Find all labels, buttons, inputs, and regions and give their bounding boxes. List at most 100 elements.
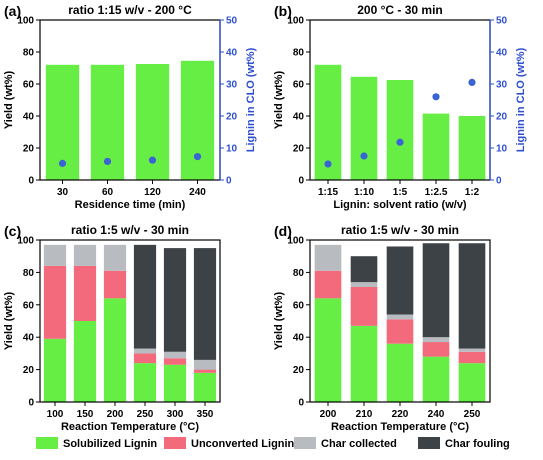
- y-axis-label: Yield (wt%): [3, 71, 15, 130]
- x-axis-label: Residence time (min): [75, 199, 186, 211]
- x-tick-label: 240: [428, 409, 445, 420]
- right-y-tick-label: 20: [496, 112, 508, 123]
- y-tick-label: 0: [28, 176, 34, 187]
- bar-segment: [193, 369, 217, 373]
- y-tick-label: 20: [23, 144, 35, 155]
- legend-item: Solubilized Lignin: [36, 437, 157, 450]
- bar-segment: [133, 363, 157, 402]
- x-tick-label: 350: [197, 409, 214, 420]
- right-axis-label: Lignin in CLO (wt%): [245, 47, 257, 152]
- y-tick-label: 100: [17, 16, 34, 27]
- chart-title: 200 °C - 30 min: [357, 3, 443, 17]
- bar-segment: [163, 364, 187, 402]
- y-tick-label: 40: [293, 333, 305, 344]
- right-y-tick-label: 40: [226, 48, 238, 59]
- bar-segment: [193, 359, 217, 370]
- bar-segment: [422, 342, 450, 357]
- bar-segment: [350, 282, 378, 287]
- bar-segment: [103, 298, 127, 402]
- legend-item: Char fouling: [418, 437, 510, 450]
- bar-segment: [43, 244, 67, 266]
- y-tick-label: 40: [23, 333, 35, 344]
- panel-label: (d): [274, 223, 292, 239]
- bar-segment: [43, 265, 67, 339]
- bar-segment: [43, 338, 67, 402]
- right-y-tick-label: 50: [496, 16, 508, 27]
- bar-segment: [314, 270, 342, 299]
- bar-segment: [386, 343, 414, 402]
- right-y-tick-label: 0: [226, 176, 232, 187]
- bar-segment: [350, 256, 378, 283]
- x-tick-label: 30: [57, 187, 69, 198]
- legend-label: Char fouling: [445, 438, 510, 450]
- bar-segment: [163, 248, 187, 352]
- legend-label: Unconverted Lignin: [191, 438, 295, 450]
- x-tick-label: 1:2.5: [425, 187, 448, 198]
- bar-segment: [133, 348, 157, 354]
- legend: Solubilized Lignin Unconverted Lignin Char…: [36, 437, 510, 450]
- x-tick-label: 300: [167, 409, 184, 420]
- x-tick-label: 1:10: [354, 187, 374, 198]
- bar-segment: [386, 246, 414, 315]
- legend-swatch: [36, 437, 58, 449]
- legend-label: Solubilized Lignin: [63, 438, 157, 450]
- bar-segment: [103, 244, 127, 271]
- x-axis-label: Reaction Temperature (°C): [331, 421, 469, 433]
- y-tick-label: 20: [23, 365, 35, 376]
- y-tick-label: 20: [293, 144, 305, 155]
- chart-title: ratio 1:5 w/v - 30 min: [71, 223, 189, 237]
- bar-segment: [133, 244, 157, 349]
- y-tick-label: 100: [17, 236, 34, 247]
- x-tick-label: 220: [392, 409, 409, 420]
- y-tick-label: 20: [293, 365, 305, 376]
- y-axis-label: Yield (wt%): [273, 71, 285, 130]
- bar-segment: [314, 244, 342, 271]
- x-tick-label: 250: [464, 409, 481, 420]
- x-tick-label: 1:5: [393, 187, 408, 198]
- y-tick-label: 80: [293, 48, 305, 59]
- panel-label: (b): [274, 3, 292, 19]
- bar-segment: [350, 286, 378, 326]
- bar-segment: [458, 348, 486, 352]
- y-tick-label: 60: [293, 80, 305, 91]
- x-tick-label: 150: [77, 409, 94, 420]
- x-tick-label: 210: [356, 409, 373, 420]
- data-point: [324, 160, 332, 168]
- bar-segment: [422, 356, 450, 402]
- panel-label: (a): [4, 3, 21, 19]
- bar-segment: [458, 243, 486, 349]
- y-axis-label: Yield (wt%): [273, 292, 285, 351]
- data-point: [432, 93, 440, 101]
- chart-title: ratio 1:15 w/v - 200 °C: [68, 3, 192, 17]
- bar: [350, 76, 378, 180]
- panel-b: 0 20 40 60 80 100 0 10 20 30 40 50 Lignin in CLO (wt…: [273, 3, 527, 211]
- data-point: [193, 153, 202, 161]
- bar-segment: [73, 244, 97, 266]
- right-axis-label: Lignin in CLO (wt%): [515, 47, 527, 152]
- bar-segment: [422, 243, 450, 338]
- bar-segment: [163, 358, 187, 365]
- data-point: [468, 78, 476, 86]
- y-tick-label: 0: [298, 176, 304, 187]
- right-y-tick-label: 50: [226, 16, 238, 27]
- bar-segment: [386, 314, 414, 320]
- y-tick-label: 40: [293, 112, 305, 123]
- x-tick-label: 120: [144, 187, 161, 198]
- legend-swatch: [164, 437, 186, 449]
- legend-label: Char collected: [321, 438, 397, 450]
- bar-segment: [73, 265, 97, 321]
- x-axis-label: Lignin: solvent ratio (w/v): [333, 199, 467, 211]
- y-tick-label: 80: [23, 268, 35, 279]
- data-point: [58, 159, 67, 167]
- x-tick-label: 240: [189, 187, 206, 198]
- x-tick-label: 250: [137, 409, 154, 420]
- right-y-tick-label: 10: [496, 144, 508, 155]
- y-axis-label: Yield (wt%): [3, 292, 15, 351]
- legend-swatch: [294, 437, 316, 449]
- x-tick-label: 200: [320, 409, 337, 420]
- bar: [180, 60, 215, 180]
- y-tick-label: 100: [287, 236, 304, 247]
- bar-segment: [350, 325, 378, 402]
- x-tick-label: 1:15: [318, 187, 338, 198]
